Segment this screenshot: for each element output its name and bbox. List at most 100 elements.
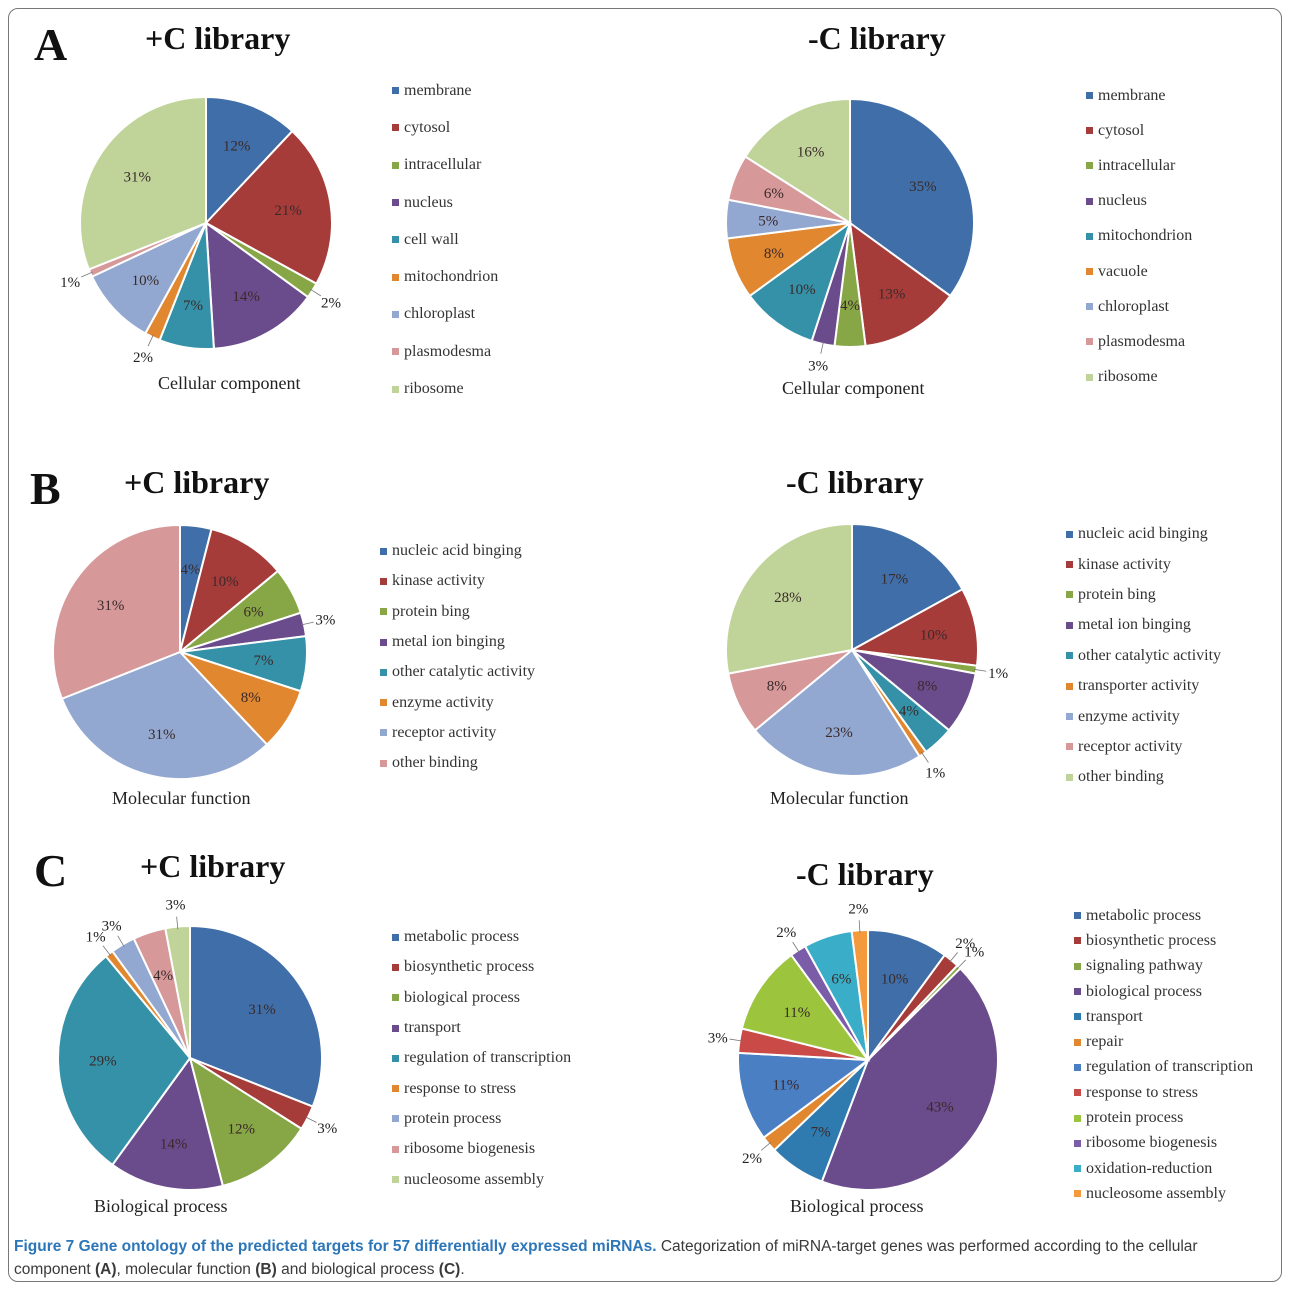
chart-4-legend-item: other binding: [1066, 762, 1221, 792]
chart-6-legend-swatch: [1074, 988, 1081, 996]
chart-3-legend-swatch: [380, 638, 387, 646]
chart-2-legend-swatch: [1086, 373, 1093, 381]
chart-5-legend-item: nucleosome assembly: [392, 1164, 571, 1194]
chart-6-legend-item: ribosome biogenesis: [1074, 1131, 1253, 1156]
chart-1-legend-swatch: [392, 161, 399, 169]
chart-2-legend-label: membrane: [1098, 86, 1166, 104]
chart-4-value-label-8: 8%: [767, 678, 787, 694]
chart-6-legend-label: signaling pathway: [1086, 957, 1203, 975]
chart-3-legend-label: nucleic acid binging: [392, 542, 522, 560]
chart-6-value-label-11: 6%: [831, 971, 851, 987]
chart-1-legend-item: nucleus: [392, 184, 498, 221]
chart-4-legend-swatch: [1066, 530, 1073, 538]
chart-1-legend-item: cell wall: [392, 221, 498, 258]
chart-6-slice-9: [740, 953, 871, 1062]
chart-1-slice-1: [205, 95, 294, 226]
chart-1-legend-swatch: [392, 310, 399, 318]
chart-5-legend-item: transport: [392, 1013, 571, 1043]
chart-6-pie: 10%2%1%43%7%2%11%3%11%2%6%2%: [708, 901, 999, 1191]
chart-4-leader-6: [921, 751, 929, 763]
chart-6-legend-label: transport: [1086, 1007, 1143, 1025]
chart-3-legend-swatch: [380, 729, 387, 737]
chart-6-value-label-7: 11%: [772, 1078, 799, 1094]
chart-1-legend-label: ribosome: [404, 380, 464, 398]
chart-5-title: +C library: [140, 848, 286, 884]
chart-2-legend-label: plasmodesma: [1098, 332, 1186, 350]
chart-1-slice-2: [204, 129, 333, 286]
chart-1-pie: 12% 21% 2% 14% 7% 2% 10% 1% 31%: [60, 95, 341, 366]
chart-2-value-label-6: 8%: [764, 246, 784, 262]
chart-2-legend-item: vacuole: [1086, 254, 1192, 289]
chart-1-legend-item: chloroplast: [392, 296, 498, 333]
chart-6-legend-swatch: [1074, 962, 1081, 970]
chart-2-legend-item: ribosome: [1086, 360, 1192, 395]
chart-4-legend-item: nucleic acid binging: [1066, 519, 1221, 549]
chart-6-slice-4: [820, 967, 999, 1191]
chart-4-value-label-1: 17%: [881, 571, 909, 587]
chart-4-value-label-2: 10%: [920, 627, 948, 643]
chart-1-legend-item: ribosome: [392, 370, 498, 407]
chart-4-legend-item: kinase activity: [1066, 549, 1221, 579]
chart-2-value-label-4: 3%: [808, 358, 828, 374]
chart-4-legend-swatch: [1066, 621, 1073, 629]
chart-3-legend-item: nucleic acid binging: [380, 536, 535, 566]
chart-6-legend-item: metabolic process: [1074, 903, 1253, 928]
chart-2-subtitle: Cellular component: [782, 378, 925, 398]
chart-5-legend-label: metabolic process: [404, 928, 520, 946]
chart-5-legend-label: regulation of transcription: [404, 1049, 572, 1067]
chart-6-legend-swatch: [1074, 1114, 1081, 1122]
figure-caption: Figure 7 Gene ontology of the predicted …: [14, 1235, 1276, 1281]
chart-3-subtitle: Molecular function: [112, 788, 251, 808]
chart-4-legend-item: protein bing: [1066, 580, 1221, 610]
caption-text-2: , molecular function: [116, 1261, 256, 1278]
chart-4-subtitle: Molecular function: [770, 788, 909, 808]
chart-4-legend-item: other catalytic activity: [1066, 641, 1221, 671]
chart-5-legend-swatch: [392, 1176, 399, 1184]
chart-6-value-label-4: 43%: [926, 1100, 954, 1116]
chart-3-legend-swatch: [380, 577, 387, 585]
chart-3-legend-swatch: [380, 547, 387, 555]
chart-2-legend-item: plasmodesma: [1086, 324, 1192, 359]
chart-6-legend-label: biological process: [1086, 982, 1202, 1000]
chart-4-legend-swatch: [1066, 682, 1073, 690]
chart-1-leader-6: [147, 334, 154, 347]
chart-6-legend-swatch: [1074, 1190, 1081, 1198]
chart-2-legend-label: nucleus: [1098, 192, 1147, 210]
chart-1-value-label-4: 14%: [232, 289, 259, 305]
chart-6-slice-1: [867, 928, 947, 1064]
chart-1-legend-label: chloroplast: [404, 305, 476, 323]
chart-5-value-label-4: 14%: [160, 1137, 188, 1153]
panel-letter-c: C: [34, 845, 68, 896]
chart-4-legend-label: receptor activity: [1078, 737, 1183, 755]
chart-2-value-label-3: 4%: [840, 298, 860, 314]
chart-1-slice-7: [90, 220, 209, 335]
chart-6-slice-7: [737, 1051, 871, 1139]
chart-4-legend-label: other catalytic activity: [1078, 646, 1222, 664]
chart-5-legend-swatch: [392, 963, 399, 971]
chart-2-legend-label: chloroplast: [1098, 297, 1170, 315]
chart-6-legend-item: transport: [1074, 1004, 1253, 1029]
chart-5-value-label-7: 3%: [102, 918, 122, 934]
chart-6-title: -C library: [796, 856, 934, 892]
chart-6-legend-label: repair: [1086, 1033, 1124, 1051]
chart-5-value-label-1: 31%: [248, 1002, 276, 1018]
chart-5-slice-3: [188, 1055, 303, 1188]
chart-3-value-label-7: 31%: [148, 727, 176, 743]
chart-6-legend-item: biosynthetic process: [1074, 928, 1253, 953]
chart-1-value-label-9: 31%: [123, 169, 151, 185]
chart-3-legend-swatch: [380, 668, 387, 676]
caption-tag-c: (C): [438, 1261, 461, 1278]
chart-5-legend-label: ribosome biogenesis: [404, 1140, 536, 1158]
chart-5-value-label-5: 29%: [89, 1054, 117, 1070]
chart-3-legend-label: other catalytic activity: [392, 663, 536, 681]
chart-5-legend-item: metabolic process: [392, 922, 571, 952]
chart-6-legend-swatch: [1074, 1139, 1081, 1147]
chart-3-legend-item: receptor activity: [380, 718, 535, 748]
chart-1-legend-swatch: [392, 236, 399, 244]
chart-4-legend-swatch: [1066, 561, 1073, 569]
chart-3-legend-item: other catalytic activity: [380, 657, 535, 687]
chart-1-value-label-2: 21%: [274, 203, 302, 219]
chart-2-slice-1: [849, 97, 975, 298]
chart-5-legend-label: biological process: [404, 988, 520, 1006]
chart-3-legend-label: enzyme activity: [392, 693, 494, 711]
